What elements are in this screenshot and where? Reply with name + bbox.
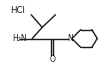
Text: H₂N: H₂N bbox=[12, 34, 27, 43]
Text: N: N bbox=[66, 34, 72, 43]
Text: O: O bbox=[49, 55, 55, 64]
Text: HCl: HCl bbox=[10, 6, 25, 15]
